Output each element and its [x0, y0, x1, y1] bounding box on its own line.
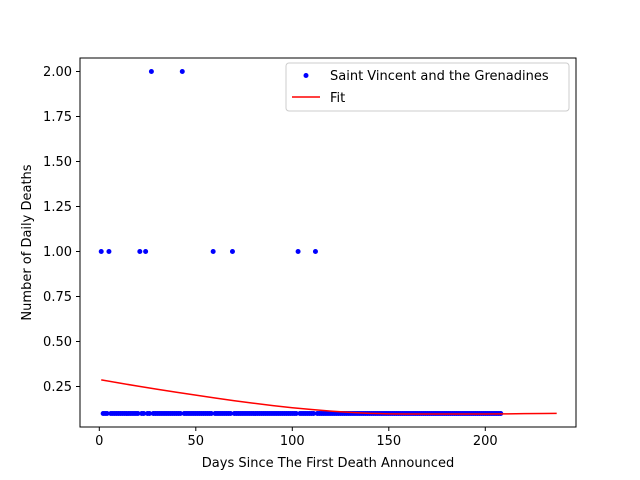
data-point [135, 411, 141, 416]
y-tick-label: 1.25 [43, 200, 72, 215]
data-point [295, 249, 301, 254]
data-point [228, 411, 234, 416]
data-point [137, 249, 143, 254]
fit-line [101, 379, 557, 415]
x-tick-label: 0 [95, 434, 103, 449]
x-axis-label: Days Since The First Death Announced [202, 456, 454, 471]
x-tick-label: 200 [473, 434, 498, 449]
y-tick-label: 1.00 [43, 245, 72, 260]
legend-label-saint-vincent: Saint Vincent and the Grenadines [330, 69, 549, 84]
data-point [106, 249, 112, 254]
data-point [179, 69, 185, 74]
y-tick-label: 1.50 [43, 155, 72, 170]
axes-frame [79, 57, 577, 428]
y-tick-label: 2.00 [43, 65, 72, 80]
x-tick-label: 100 [280, 434, 305, 449]
y-tick-label: 0.50 [43, 335, 72, 350]
data-point [141, 411, 147, 416]
data-point [146, 411, 152, 416]
legend-marker-saint-vincent [303, 73, 309, 78]
data-point [312, 249, 318, 254]
data-point [177, 411, 183, 416]
data-point [311, 411, 317, 416]
data-point [229, 249, 235, 254]
legend: Saint Vincent and the Grenadines Fit [285, 62, 570, 112]
legend-box [285, 62, 570, 112]
data-point [208, 411, 214, 416]
x-tick-label: 50 [188, 434, 205, 449]
data-point [143, 249, 149, 254]
data-point [98, 249, 104, 254]
plot-area [98, 69, 557, 416]
x-tick-label: 150 [376, 434, 401, 449]
y-axis-label: Number of Daily Deaths [20, 164, 35, 320]
axis-ticks: 0 50 100 150 200 0.25 0.50 0.75 1.00 1.25 1.50 1.75… [43, 65, 498, 449]
data-point [104, 411, 110, 416]
data-point [148, 69, 154, 74]
data-point [210, 249, 216, 254]
y-tick-label: 0.75 [43, 290, 72, 305]
legend-label-fit: Fit [330, 91, 345, 106]
y-tick-label: 1.75 [43, 110, 72, 125]
data-point [293, 411, 299, 416]
y-tick-label: 0.25 [43, 380, 72, 395]
